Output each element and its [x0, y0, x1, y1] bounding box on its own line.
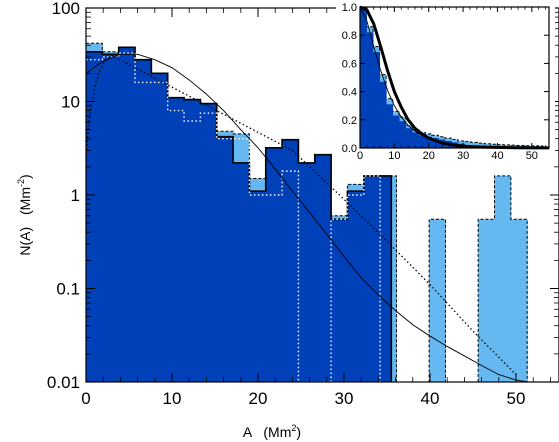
inset-bar — [431, 138, 439, 148]
inset-x-tick-label: 0 — [357, 150, 363, 162]
inset-histogram-bars — [360, 6, 544, 149]
main-y-tick-label: 0.01 — [47, 373, 80, 392]
inset-bar — [386, 104, 394, 148]
main-bar — [102, 54, 120, 382]
x-axis-label-name: A — [243, 424, 253, 440]
main-y-tick-label: 10 — [61, 93, 80, 112]
main-x-tick-label: 30 — [335, 389, 354, 408]
main-y-tick-label: 1 — [71, 186, 80, 205]
y-axis-label-unit: (Mm — [17, 187, 33, 215]
main-bar — [347, 191, 365, 382]
inset-histogram-plot: 0 10 20 30 40 50 0.0 0.2 0.4 0.6 0.8 1.0 — [336, 2, 555, 166]
inset-bar — [418, 135, 426, 148]
inset-bar — [470, 142, 478, 148]
inset-x-tick-label: 30 — [457, 150, 469, 162]
main-bar — [494, 175, 512, 382]
x-axis-label: A (Mm2) — [243, 423, 301, 440]
inset-y-tick-label: 1.0 — [342, 2, 357, 14]
x-axis-label-close: ) — [296, 424, 301, 440]
main-bar — [118, 47, 136, 383]
main-fit-curve-0 — [85, 53, 529, 383]
main-x-tick-label: 10 — [163, 389, 182, 408]
main-x-tick-label: 20 — [249, 389, 268, 408]
inset-bar — [366, 32, 374, 148]
y-axis-label-name: N(A) — [17, 227, 33, 256]
main-bar — [184, 99, 201, 382]
inset-bar — [425, 136, 433, 148]
inset-x-tick-label: 10 — [388, 150, 400, 162]
main-fit-curves — [85, 53, 529, 383]
main-bar — [86, 51, 103, 382]
inset-bar — [392, 115, 400, 148]
main-bar — [167, 97, 185, 382]
inset-y-tick-label: 0.0 — [342, 143, 357, 155]
y-axis-label-exponent: -2 — [16, 179, 26, 187]
inset-bar — [360, 7, 367, 148]
y-axis-label: N(A) (Mm-2) — [16, 174, 33, 255]
inset-bar — [399, 121, 407, 148]
main-series-2 — [86, 52, 381, 383]
main-bar — [380, 175, 392, 382]
inset-bar — [373, 52, 380, 149]
inset-axes: 0 10 20 30 40 50 0.0 0.2 0.4 0.6 0.8 1.0 — [342, 2, 550, 162]
main-bar — [216, 136, 234, 382]
main-bar — [510, 219, 528, 382]
inset-x-tick-label: 20 — [423, 150, 435, 162]
main-y-tick-label: 0.1 — [56, 280, 80, 299]
axis-labels: A (Mm2) N(A) (Mm-2) — [16, 174, 301, 440]
inset-bar — [477, 143, 485, 148]
inset-y-tick-label: 0.6 — [342, 58, 357, 70]
inset-x-tick-label: 50 — [526, 150, 538, 162]
y-axis-label-close: ) — [17, 174, 33, 179]
main-bar — [200, 103, 218, 383]
inset-y-tick-label: 0.2 — [342, 115, 357, 127]
inset-y-tick-label: 0.4 — [342, 87, 357, 99]
main-bar — [233, 162, 250, 382]
main-bar — [314, 154, 332, 382]
main-bar — [363, 175, 381, 382]
main-bar — [135, 59, 152, 382]
main-y-tick-label: 100 — [52, 0, 80, 18]
inset-bar — [412, 132, 420, 148]
main-bar — [151, 73, 169, 382]
main-bar — [282, 139, 299, 382]
main-series-outline — [86, 52, 381, 383]
inset-series-outline — [360, 6, 544, 148]
inset-axes-frame — [359, 6, 550, 149]
main-x-tick-label: 50 — [507, 389, 526, 408]
inset-bar — [405, 128, 413, 148]
main-bar — [478, 219, 495, 382]
main-bar — [298, 162, 316, 382]
main-x-tick-label: 0 — [81, 389, 90, 408]
main-bar — [265, 147, 283, 382]
main-x-tick-label: 40 — [421, 389, 440, 408]
main-bar — [249, 191, 267, 382]
main-bar — [429, 219, 446, 382]
inset-y-tick-label: 0.8 — [342, 30, 357, 42]
main-bar — [331, 219, 348, 382]
x-axis-label-exponent: 2 — [291, 423, 296, 433]
inset-bar — [464, 141, 472, 148]
inset-bar — [379, 81, 387, 148]
x-axis-label-unit: (Mm — [263, 424, 291, 440]
inset-x-tick-label: 40 — [491, 150, 503, 162]
